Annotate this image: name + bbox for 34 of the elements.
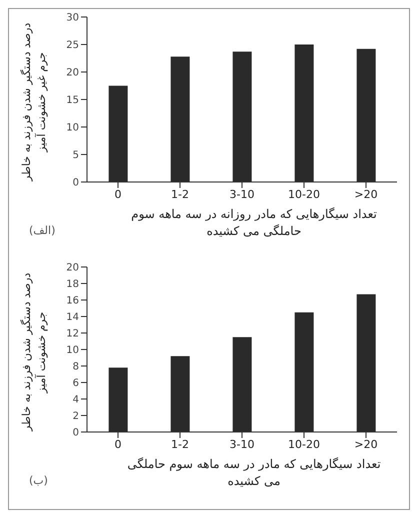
x-tick-label: >20 <box>354 438 378 451</box>
y-tick-label: 6 <box>72 378 79 390</box>
x-axis-title: تعداد سیگارهایی که مادر در سه ماهه سوم حاملگی می کشیده <box>126 456 382 490</box>
y-tick-label: 18 <box>66 279 79 290</box>
y-tick-label: 10 <box>66 345 79 356</box>
y-tick-label: 20 <box>66 262 79 274</box>
x-tick-label: 10-20 <box>288 188 320 201</box>
text: (ب) <box>29 474 48 487</box>
y-tick-label: 25 <box>66 40 79 52</box>
x-tick-label: 0 <box>114 188 122 201</box>
y-tick-label: 0 <box>72 178 79 189</box>
y-tick-label: 4 <box>72 394 79 406</box>
y-axis-title: درصد دستگیر شدن فرزند به خاطر جرم غیر خشونت آمیز <box>19 21 49 184</box>
y-tick-label: 5 <box>72 150 79 162</box>
y-tick-label: 10 <box>66 122 79 134</box>
x-tick-label: 0 <box>114 438 122 451</box>
y-axis-title: درصد دستگیر شدن فرزند به خاطر جرم خشونت آمیز <box>19 271 49 434</box>
x-axis-title: تعداد سیگارهایی که مادر روزانه در سه ماهه سوم حاملگی می کشیده <box>130 206 378 240</box>
y-tick-label: 2 <box>72 411 79 422</box>
y-tick-label: 16 <box>66 296 79 307</box>
x-tick-label: 1-2 <box>171 438 189 451</box>
y-tick-label: 0 <box>72 428 79 439</box>
x-tick-label: 10-20 <box>288 438 320 451</box>
y-tick-label: 30 <box>66 12 79 24</box>
y-tick-label: 12 <box>66 328 79 340</box>
x-tick-label: 3-10 <box>230 438 254 451</box>
x-tick-label: 1-2 <box>171 188 189 201</box>
y-tick-label: 14 <box>66 312 79 324</box>
text: (الف) <box>29 224 56 237</box>
x-tick-label: >20 <box>354 188 378 201</box>
y-tick-label: 15 <box>66 95 79 106</box>
y-tick-label: 20 <box>66 68 79 79</box>
x-tick-label: 3-10 <box>230 188 254 201</box>
y-tick-label: 8 <box>72 362 79 373</box>
